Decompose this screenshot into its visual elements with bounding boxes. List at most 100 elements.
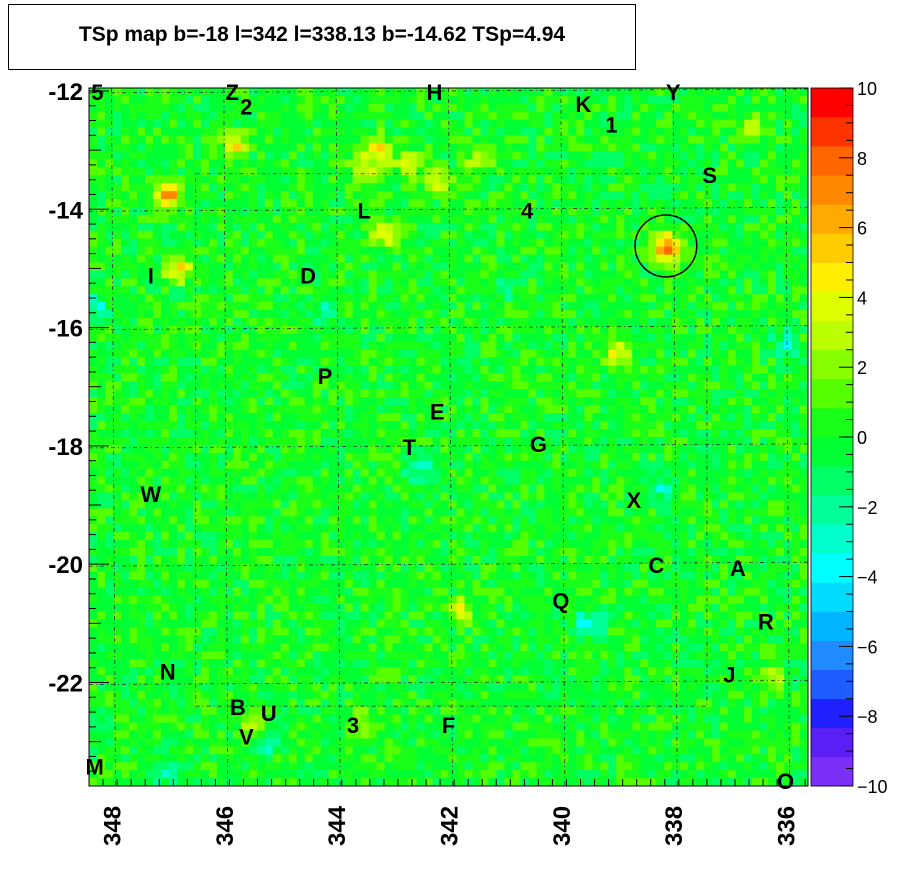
heatmap-cell — [480, 452, 489, 462]
heatmap-cell — [360, 206, 370, 216]
heatmap-cell — [216, 397, 226, 406]
heatmap-cell — [704, 500, 713, 509]
heatmap-cell — [712, 159, 721, 168]
heatmap-cell — [536, 397, 545, 406]
heatmap-cell — [680, 341, 689, 351]
heatmap-cell — [704, 341, 713, 351]
heatmap-cell — [136, 95, 146, 105]
heatmap-cell — [192, 365, 202, 374]
heatmap-cell — [616, 286, 625, 295]
heatmap-cell — [648, 492, 657, 501]
heatmap-cell — [656, 230, 665, 240]
heatmap-cell — [480, 318, 489, 327]
heatmap-cell — [696, 405, 705, 414]
heatmap-cell — [568, 318, 577, 327]
heatmap-cell — [616, 341, 625, 351]
heatmap-cell — [200, 278, 210, 287]
heatmap-cell — [168, 476, 178, 485]
heatmap-cell — [760, 468, 769, 478]
heatmap-cell — [448, 135, 457, 144]
heatmap-cell — [424, 222, 433, 232]
heatmap-cell — [328, 484, 338, 493]
heatmap-cell — [448, 270, 457, 279]
heatmap-cell — [208, 151, 218, 160]
heatmap-cell — [712, 444, 721, 454]
heatmap-cell — [480, 270, 489, 279]
heatmap-cell — [296, 516, 306, 525]
heatmap-cell — [160, 206, 170, 216]
heatmap-cell — [640, 381, 649, 390]
heatmap-cell — [784, 437, 793, 446]
heatmap-cell — [448, 341, 457, 351]
heatmap-cell — [424, 444, 433, 454]
heatmap-cell — [736, 191, 745, 200]
heatmap-cell — [312, 429, 322, 438]
heatmap-cell — [352, 278, 362, 287]
heatmap-cell — [632, 437, 641, 446]
heatmap-cell — [336, 476, 346, 485]
heatmap-cell — [104, 484, 114, 493]
heatmap-cell — [432, 389, 441, 398]
heatmap-cell — [288, 286, 298, 295]
heatmap-cell — [592, 405, 601, 414]
heatmap-cell — [128, 127, 138, 136]
heatmap-cell — [344, 452, 354, 462]
heatmap-cell — [424, 246, 433, 255]
heatmap-cell — [368, 103, 377, 113]
heatmap-cell — [624, 318, 633, 327]
heatmap-cell — [272, 476, 282, 485]
heatmap-cell — [288, 238, 298, 248]
heatmap-cell — [328, 444, 338, 454]
heatmap-cell — [576, 476, 585, 485]
heatmap-cell — [464, 492, 473, 501]
heatmap-cell — [264, 452, 274, 462]
heatmap-cell — [320, 191, 330, 200]
heatmap-cell — [792, 508, 801, 517]
heatmap-cell — [248, 270, 258, 279]
heatmap-cell — [608, 206, 617, 216]
heatmap-cell — [712, 151, 721, 160]
heatmap-cell — [312, 437, 322, 446]
heatmap-cell — [568, 373, 577, 382]
heatmap-cell — [160, 460, 170, 470]
heatmap-cell — [744, 135, 753, 144]
heatmap-cell — [664, 333, 673, 343]
heatmap-cell — [464, 191, 473, 200]
heatmap-cell — [640, 429, 649, 438]
heatmap-cell — [504, 437, 513, 446]
heatmap-cell — [120, 270, 130, 279]
heatmap-cell — [584, 143, 593, 152]
heatmap-cell — [112, 270, 122, 279]
heatmap-cell — [432, 230, 441, 240]
heatmap-cell — [560, 460, 569, 470]
heatmap-cell — [224, 365, 234, 374]
heatmap-cell — [768, 135, 777, 144]
heatmap-cell — [232, 119, 242, 129]
heatmap-cell — [200, 357, 210, 367]
heatmap-cell — [472, 238, 481, 248]
heatmap-cell — [656, 135, 665, 144]
heatmap-cell — [448, 175, 457, 184]
heatmap-cell — [576, 88, 585, 97]
heatmap-cell — [528, 206, 537, 216]
heatmap-cell — [184, 159, 194, 168]
heatmap-cell — [376, 508, 385, 517]
heatmap-cell — [392, 119, 401, 129]
heatmap-cell — [560, 381, 569, 390]
heatmap-cell — [696, 286, 705, 295]
heatmap-cell — [144, 381, 154, 390]
heatmap-cell — [768, 310, 777, 319]
heatmap-cell — [800, 167, 809, 176]
heatmap-cell — [720, 413, 729, 422]
heatmap-cell — [696, 254, 705, 263]
heatmap-cell — [592, 214, 601, 224]
heatmap-cell — [400, 151, 409, 160]
heatmap-cell — [512, 143, 521, 152]
heatmap-cell — [576, 151, 585, 160]
heatmap-cell — [432, 222, 441, 232]
heatmap-cell — [784, 127, 793, 136]
heatmap-cell — [432, 143, 441, 152]
heatmap-cell — [648, 397, 657, 406]
heatmap-cell — [144, 508, 154, 517]
heatmap-cell — [656, 349, 665, 359]
